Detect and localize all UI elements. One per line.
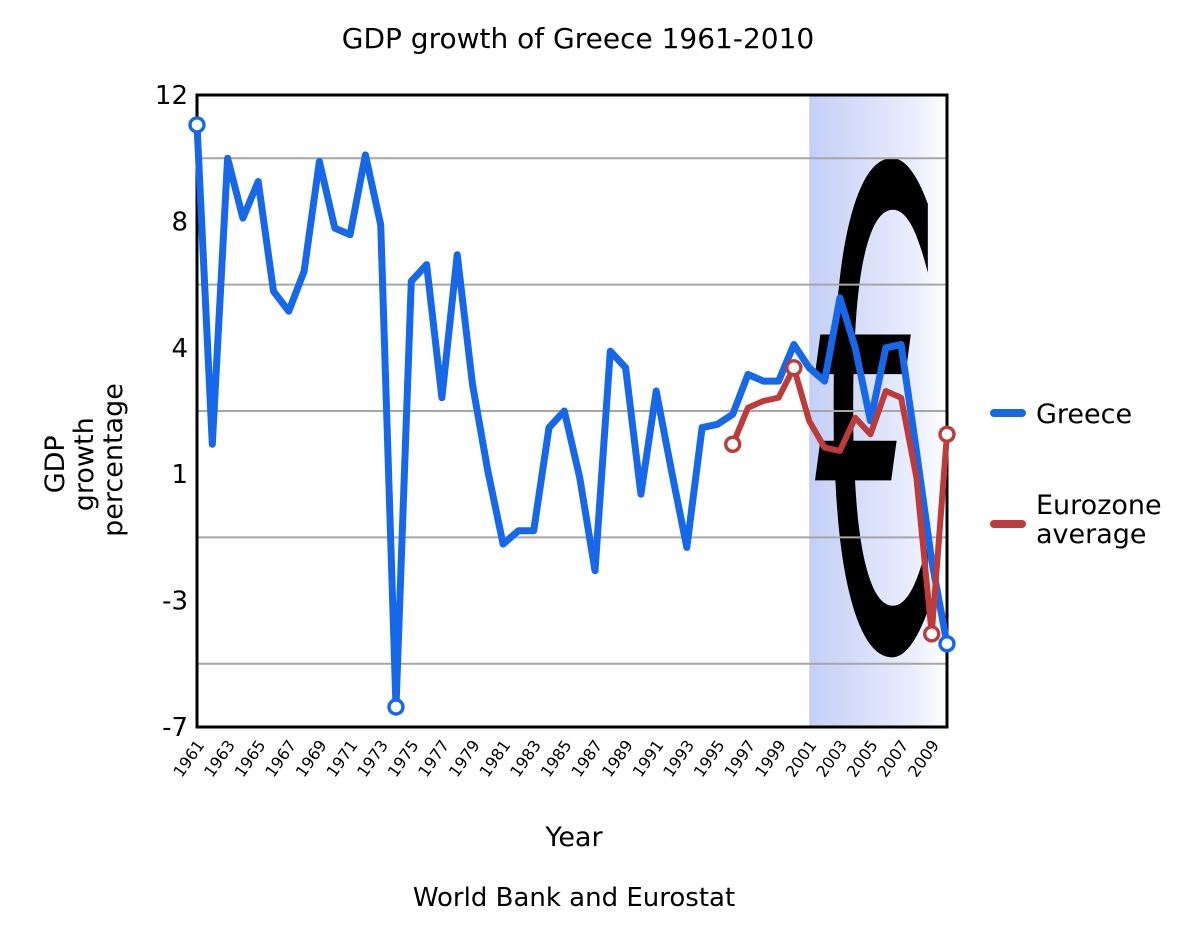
- chart-title: GDP growth of Greece 1961-2010: [342, 22, 814, 55]
- legend-label-eurozone-line2: average: [1036, 519, 1147, 550]
- x-tick-label: 2001: [782, 736, 821, 780]
- series-marker: [923, 625, 941, 643]
- x-tick-label: 1979: [445, 736, 484, 780]
- series-marker: [785, 359, 803, 377]
- y-tick-label: -7: [162, 713, 188, 743]
- legend-label-greece: Greece: [1036, 399, 1132, 430]
- x-tick-label: 1985: [537, 736, 576, 780]
- x-tick-label: 1999: [751, 736, 790, 780]
- plot-border: [195, 93, 949, 729]
- series-marker: [938, 635, 956, 653]
- y-axis-label-line2: growth: [69, 417, 100, 511]
- x-tick-label: 1967: [261, 736, 300, 780]
- series-marker: [938, 425, 956, 443]
- x-tick-label: 1993: [659, 736, 698, 780]
- series-marker: [724, 435, 742, 453]
- eurozone-line: [729, 364, 950, 637]
- series-marker: [387, 698, 405, 716]
- x-tick-label: 1991: [629, 736, 668, 780]
- legend: Greece Eurozone average: [990, 399, 1162, 550]
- x-tick-label: 1983: [506, 736, 545, 780]
- x-tick-label: 1975: [384, 736, 423, 780]
- x-tick-label: 1997: [720, 736, 759, 780]
- series-group: [188, 116, 956, 716]
- x-tick-label: 1971: [322, 736, 361, 780]
- x-tick-label: 1973: [353, 736, 392, 780]
- x-tick-label: 1963: [200, 736, 239, 780]
- y-tick-labels-group: 12 8 4 1 -3 -7: [155, 81, 188, 743]
- legend-label-eurozone-line1: Eurozone: [1036, 490, 1162, 521]
- x-tick-label: 1977: [414, 736, 453, 780]
- x-tick-label: 1969: [292, 736, 331, 780]
- x-tick-label: 1987: [567, 736, 606, 780]
- source-caption: World Bank and Eurostat: [413, 883, 735, 913]
- y-tick-label: 8: [171, 207, 188, 237]
- greece-line: [193, 121, 951, 711]
- x-axis-label: Year: [544, 822, 603, 853]
- y-tick-label: 12: [155, 81, 188, 111]
- series-marker: [188, 116, 206, 134]
- x-tick-label: 1965: [231, 736, 270, 780]
- x-tick-label: 1995: [690, 736, 729, 780]
- y-tick-label: 1: [171, 460, 188, 490]
- y-axis-label: GDP growth percentage: [40, 383, 129, 537]
- y-axis-label-line3: percentage: [98, 383, 129, 537]
- gridlines-group: [197, 157, 947, 665]
- y-tick-label: 4: [171, 334, 188, 364]
- x-tick-label: 1989: [598, 736, 637, 780]
- y-axis-label-line1: GDP: [40, 435, 71, 493]
- x-tick-label: 1961: [169, 736, 208, 780]
- svg-text:GDP growth per: GDP growth percentage: [40, 383, 129, 537]
- x-tick-label: 1981: [475, 736, 514, 780]
- y-tick-label: -3: [162, 587, 188, 617]
